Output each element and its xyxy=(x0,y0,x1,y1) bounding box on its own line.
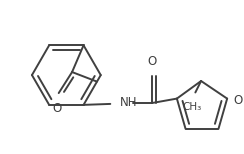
Text: CH₃: CH₃ xyxy=(182,102,201,112)
Text: O: O xyxy=(234,94,243,107)
Text: O: O xyxy=(52,102,61,115)
Text: NH: NH xyxy=(120,96,137,109)
Text: O: O xyxy=(148,55,157,68)
